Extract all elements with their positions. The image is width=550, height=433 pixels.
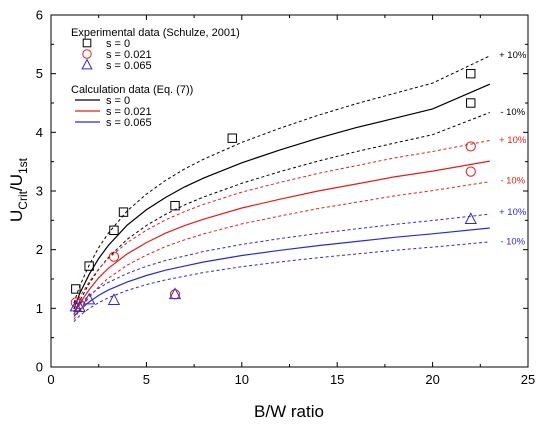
- legend-entry-label: s = 0.021: [106, 106, 152, 118]
- y-tick-label: 0: [36, 360, 43, 375]
- data-point-square-2: [109, 225, 119, 236]
- data-point-triangle-5: [464, 212, 477, 224]
- legend-marker-square: [82, 38, 92, 48]
- data-point-triangle-1: [73, 300, 86, 312]
- tolerance-band-lower-series-0: [73, 112, 490, 315]
- band-annotation-label: - 10%: [500, 175, 525, 186]
- data-point-circle-4: [465, 141, 476, 152]
- data-point-triangle-3: [107, 293, 121, 305]
- x-tick-label: 10: [235, 372, 249, 387]
- experimental-points: [69, 68, 477, 312]
- tolerance-band-lower-series-2: [73, 241, 490, 322]
- data-point-triangle-0: [69, 299, 82, 312]
- y-tick-label: 2: [36, 242, 43, 257]
- x-tick-label: 20: [425, 372, 439, 387]
- calculation-curves: [73, 83, 491, 317]
- calculation-curve-series-1: [73, 160, 490, 315]
- tolerance-band-lower-series-1: [73, 181, 490, 320]
- calculation-curve-series-2: [73, 227, 490, 317]
- data-point-square-7: [466, 98, 476, 108]
- y-tick-label: 5: [36, 66, 43, 81]
- band-annotation-label: + 10%: [499, 50, 527, 61]
- tolerance-band-upper-series-0: [73, 55, 491, 304]
- band-annotation-label: - 10%: [500, 236, 525, 247]
- data-point-square-5: [227, 133, 237, 143]
- legend: Experimental data (Schulze, 2001) Calcul…: [71, 27, 240, 129]
- band-annotation-label: - 10%: [500, 107, 525, 118]
- legend-entry-label: s = 0.065: [106, 60, 152, 72]
- legend-marker-triangle: [81, 58, 93, 70]
- legend-heading-experimental: Experimental data (Schulze, 2001): [71, 27, 240, 39]
- axes: 0 5 10 15 20 25 0 1 2 3 4 5 6: [36, 8, 535, 388]
- tolerance-bands: [73, 55, 491, 322]
- data-point-square-6: [466, 68, 476, 79]
- data-point-triangle-4: [168, 287, 182, 300]
- y-tick-label: 6: [36, 8, 43, 23]
- legend-entry-label: s = 0: [106, 38, 130, 50]
- y-tick-label: 1: [36, 301, 43, 316]
- data-point-square-0: [71, 284, 81, 294]
- tolerance-band-upper-series-2: [73, 213, 490, 312]
- calculation-curve-series-0: [73, 83, 491, 310]
- y-tick-label: 3: [36, 184, 43, 199]
- band-annotation-label: + 10%: [499, 207, 527, 218]
- data-point-square-4: [170, 200, 180, 211]
- data-point-circle-2: [108, 251, 120, 262]
- y-tick-label: 4: [36, 125, 43, 140]
- x-tick-label: 5: [143, 372, 150, 387]
- x-axis-title: B/W ratio: [254, 402, 324, 421]
- data-point-triangle-2: [83, 292, 96, 305]
- tolerance-band-upper-series-1: [73, 140, 490, 310]
- x-tick-label: 0: [47, 372, 54, 387]
- data-point-circle-5: [465, 166, 476, 177]
- band-annotations: + 10% - 10% + 10% - 10% + 10% - 10%: [499, 50, 527, 248]
- data-point-square-3: [118, 207, 129, 217]
- x-tick-label: 25: [521, 372, 535, 387]
- x-tick-label: 15: [330, 372, 344, 387]
- band-annotation-label: + 10%: [499, 135, 527, 146]
- legend-entry-label: s = 0.065: [106, 117, 152, 129]
- legend-marker-circle: [82, 49, 92, 59]
- legend-entry-label: s = 0.021: [106, 49, 152, 61]
- y-axis-title: UCrit/U1st: [7, 157, 30, 222]
- legend-entry-label: s = 0: [106, 95, 130, 107]
- legend-heading-calculation: Calculation data (Eq. (7)): [71, 84, 193, 96]
- data-point-square-1: [84, 261, 94, 271]
